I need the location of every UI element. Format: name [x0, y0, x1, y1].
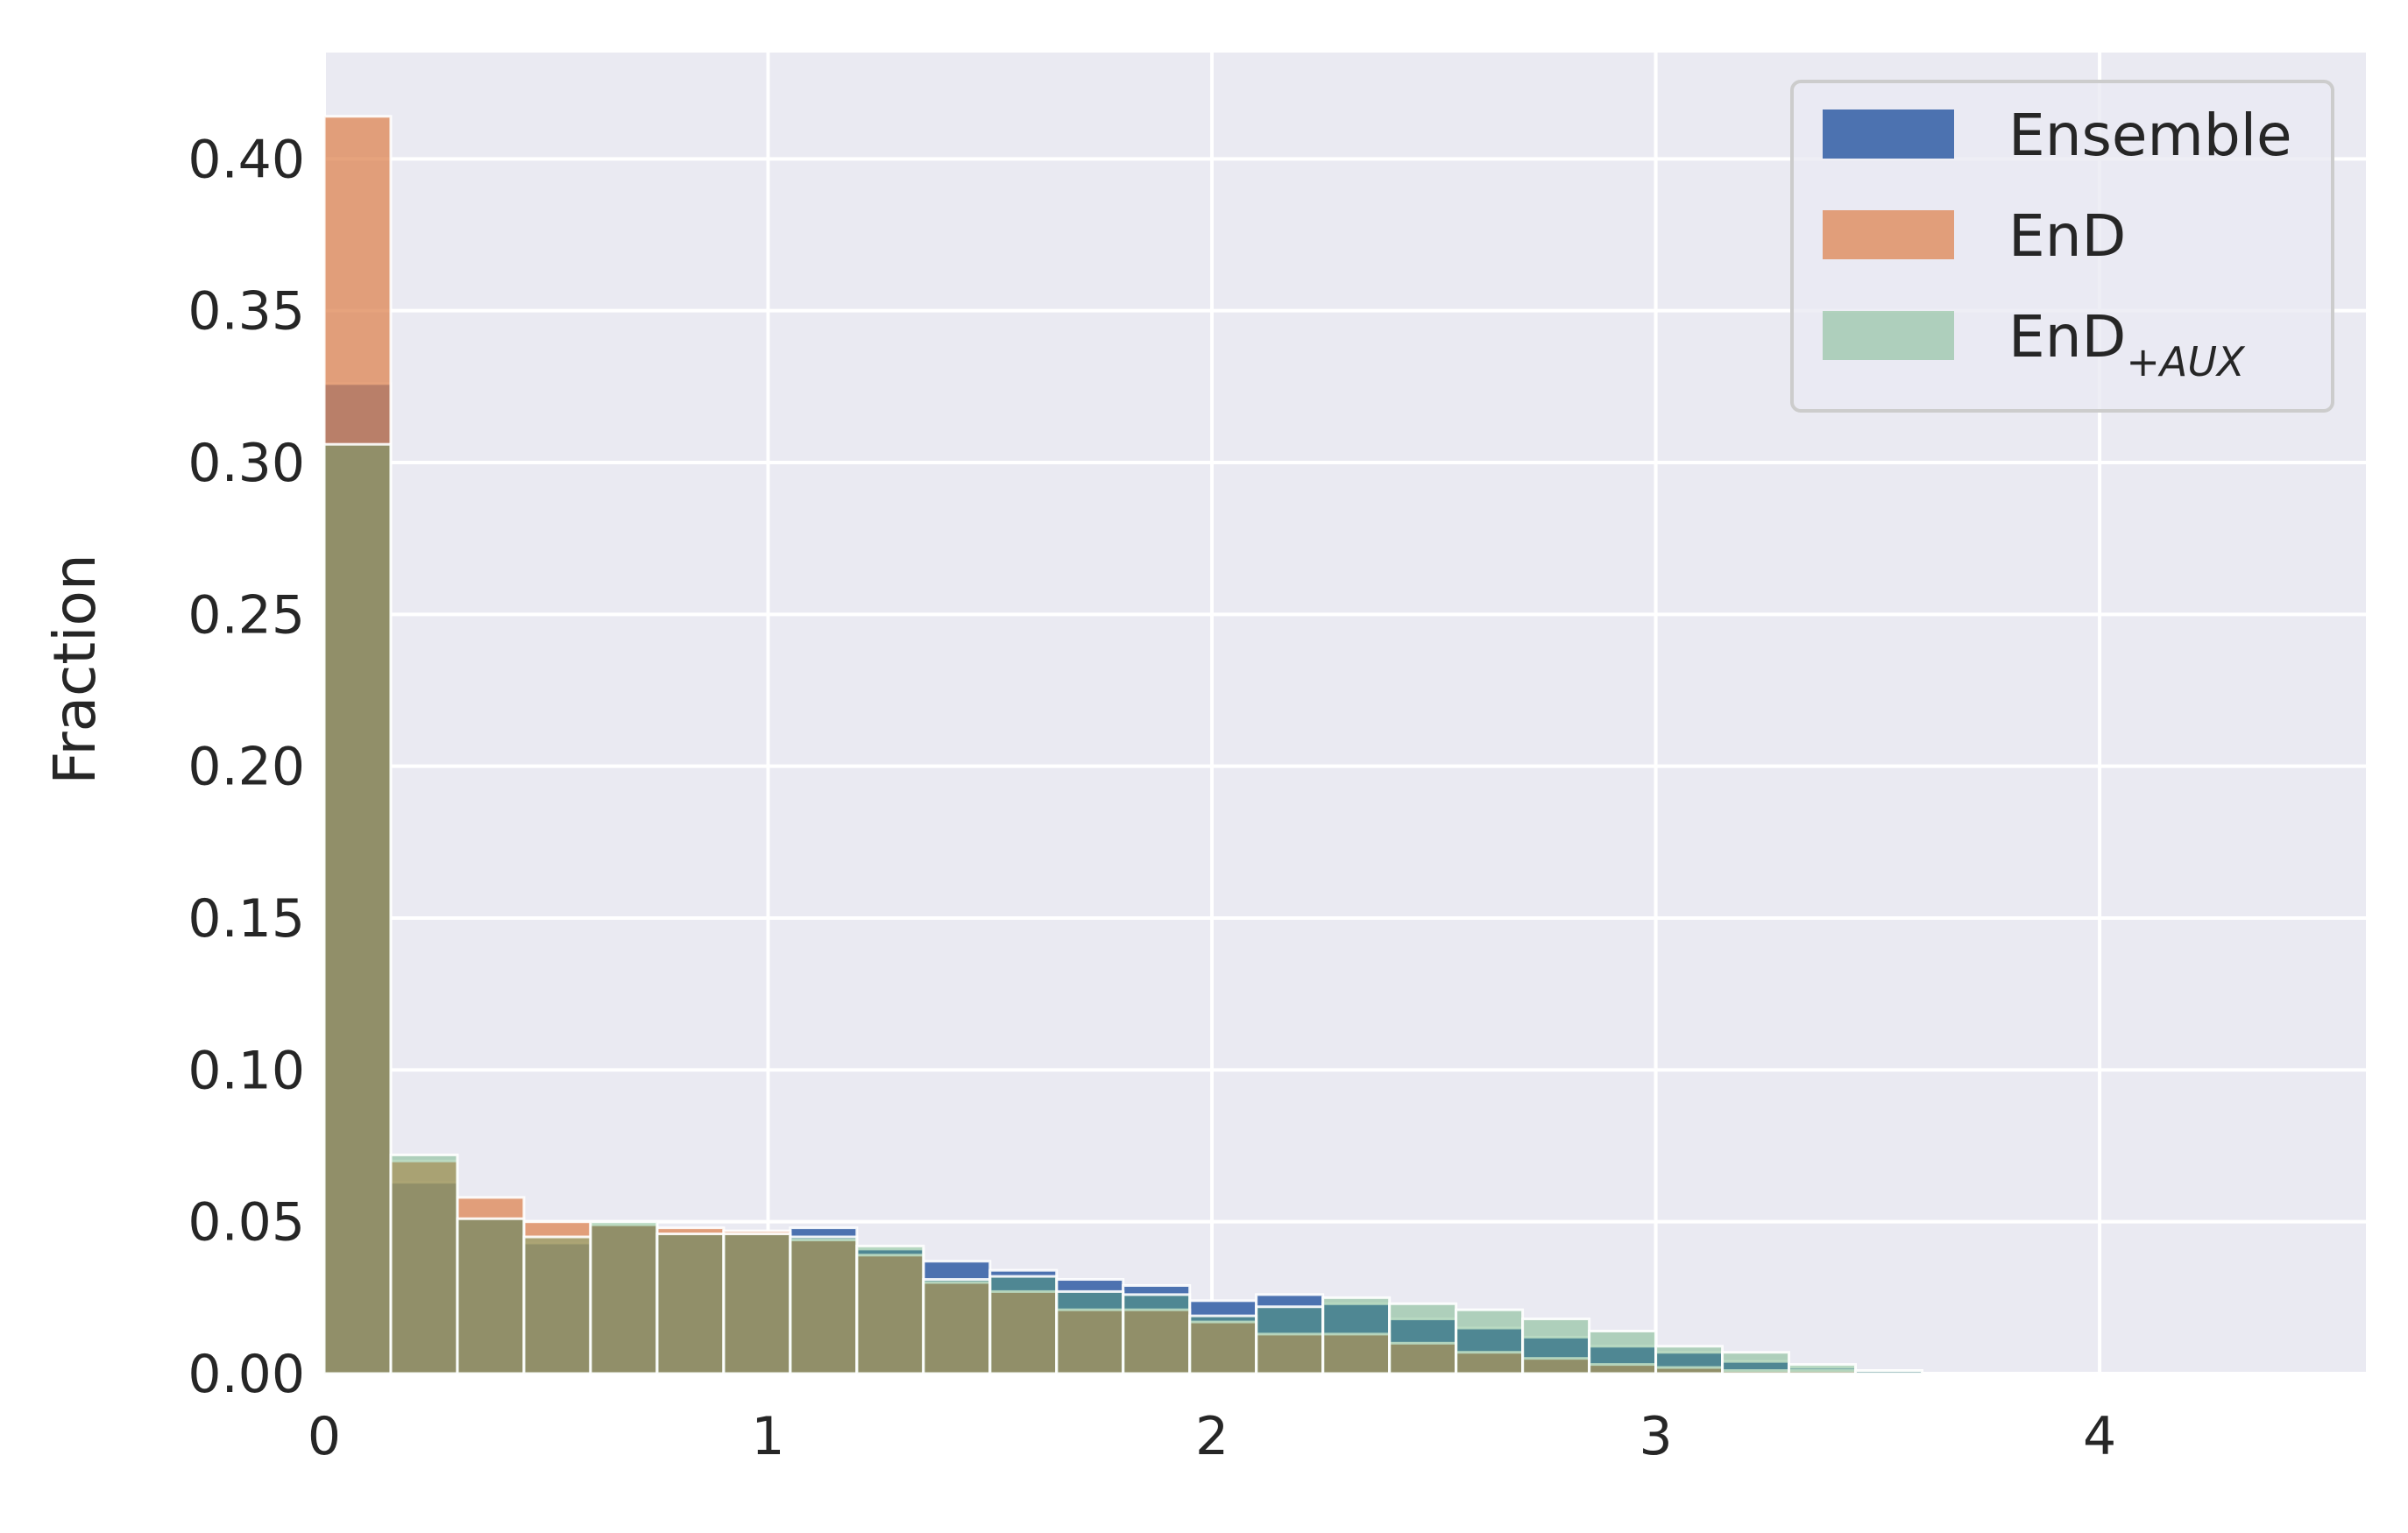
legend-label: EnD: [2008, 202, 2126, 270]
tick-labels: 0.00 0.05 0.10 0.15 0.20 0.25 0.30 0.35 0.40 0 1 2 3…: [188, 129, 2116, 1467]
y-tick-label: 0.30: [188, 433, 305, 494]
y-tick-label: 0.10: [188, 1040, 305, 1101]
y-tick-label: 0.00: [188, 1344, 305, 1405]
y-axis-label: Fraction: [41, 554, 109, 784]
histogram-bar: [1188, 1314, 1258, 1375]
x-tick-label: 1: [751, 1406, 784, 1467]
histogram-bar: [389, 1159, 459, 1375]
histogram-bar: [722, 1233, 792, 1375]
histogram-bar: [1388, 1302, 1458, 1375]
histogram-bar: [322, 115, 393, 1375]
y-tick-label: 0.15: [188, 888, 305, 950]
series-2-bars: [322, 442, 1923, 1375]
legend-swatch: [1823, 110, 1954, 159]
x-tick-label: 3: [1639, 1406, 1672, 1467]
histogram-bar: [1588, 1329, 1658, 1375]
histogram-bar: [1255, 1305, 1325, 1375]
histogram-bar: [1122, 1308, 1192, 1375]
histogram-bar: [1455, 1308, 1525, 1375]
histogram-bars: [322, 115, 1923, 1375]
y-tick-label: 0.05: [188, 1192, 305, 1254]
y-tick-label: 0.20: [188, 737, 305, 798]
histogram-bar: [1122, 1293, 1192, 1375]
histogram-bar: [988, 1275, 1059, 1375]
histogram-bar: [1654, 1345, 1725, 1375]
histogram-bar: [855, 1244, 925, 1375]
histogram-bar: [322, 442, 393, 1375]
histogram-bar: [1388, 1341, 1458, 1375]
histogram-bar: [522, 1235, 592, 1375]
histogram-bar: [1788, 1363, 1857, 1375]
histogram-bar: [1721, 1351, 1791, 1375]
histogram-bar: [1321, 1296, 1392, 1375]
y-tick-label: 0.35: [188, 281, 305, 343]
histogram-bar: [1521, 1318, 1591, 1375]
legend-frame: [1790, 80, 2334, 413]
histogram-bar: [589, 1220, 659, 1375]
histogram-bar: [655, 1226, 726, 1375]
histogram-bar: [655, 1233, 726, 1375]
x-tick-label: 4: [2083, 1406, 2116, 1467]
y-tick-label: 0.25: [188, 584, 305, 646]
histogram-bar: [456, 1196, 526, 1375]
histogram-bar: [1854, 1369, 1923, 1375]
histogram-bar: [789, 1235, 859, 1375]
legend-label: Ensemble: [2008, 102, 2292, 169]
legend-swatch: [1823, 210, 1954, 259]
histogram-bar: [389, 1153, 459, 1375]
x-tick-label: 0: [308, 1406, 341, 1467]
y-tick-label: 0.40: [188, 129, 305, 190]
series-1-bars: [322, 115, 1857, 1375]
legend-swatch: [1823, 311, 1954, 360]
histogram-bar: [589, 1223, 659, 1375]
histogram-bar: [456, 1217, 526, 1375]
histogram-bar: [922, 1278, 992, 1375]
x-tick-label: 2: [1195, 1406, 1229, 1467]
histogram-bar: [1055, 1289, 1125, 1375]
